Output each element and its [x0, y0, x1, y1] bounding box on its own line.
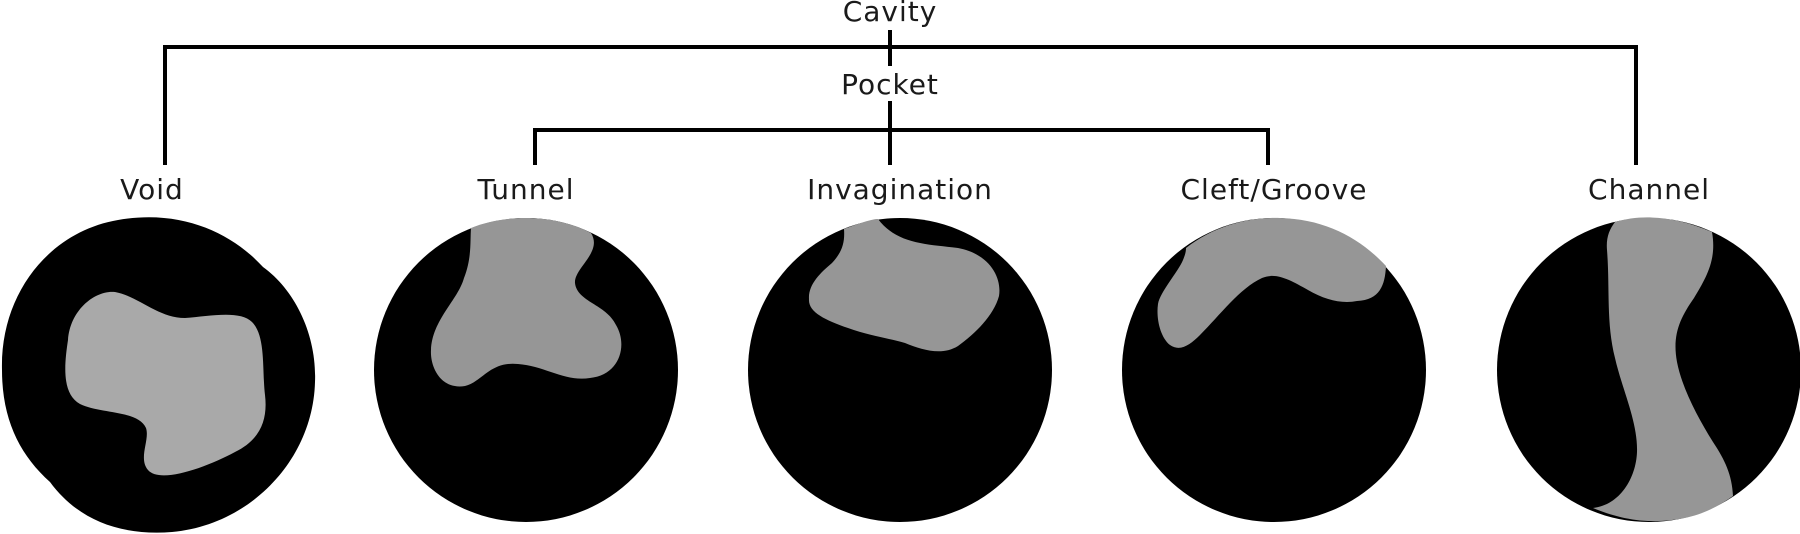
invagination-cavity	[808, 219, 1000, 352]
invagination-illustration	[748, 218, 1052, 522]
pocket-bracket	[533, 128, 1270, 165]
void-illustration	[1, 217, 316, 533]
channel-illustration	[1497, 217, 1800, 522]
tunnel-cavity	[430, 218, 622, 387]
cleft-groove-cavity	[1157, 217, 1386, 348]
invagination-label: Invagination	[807, 173, 993, 206]
root-bracket	[163, 45, 1638, 165]
class-labels: Void Tunnel Invagination Cleft/Groove Ch…	[120, 173, 1710, 206]
tunnel-illustration	[374, 218, 678, 522]
tunnel-protein	[374, 218, 678, 522]
void-cavity	[65, 291, 266, 476]
channel-cavity	[1593, 217, 1733, 522]
channel-label: Channel	[1588, 173, 1710, 206]
cleft-groove-label: Cleft/Groove	[1181, 173, 1368, 206]
hierarchy-tree: Cavity Pocket	[163, 0, 1638, 165]
pocket-label: Pocket	[841, 68, 939, 101]
root-label: Cavity	[843, 0, 938, 28]
void-label: Void	[120, 173, 184, 206]
cleft-groove-illustration	[1122, 217, 1426, 522]
tunnel-label: Tunnel	[476, 173, 574, 206]
